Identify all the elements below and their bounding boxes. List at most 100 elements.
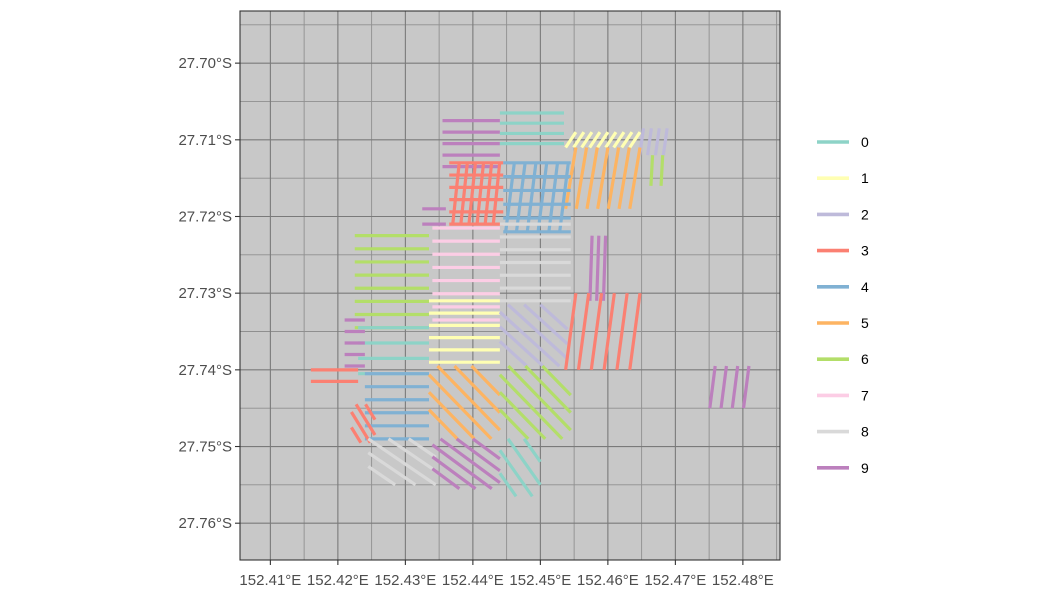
survey-track	[536, 162, 549, 233]
y-tick-label: 27.73°S	[178, 285, 232, 302]
track-group-4	[503, 161, 571, 234]
survey-track	[617, 147, 631, 210]
survey-track	[741, 365, 751, 409]
track-group-6	[649, 155, 665, 186]
survey-track	[580, 131, 594, 149]
legend-label: 2	[861, 206, 869, 222]
survey-track	[585, 147, 599, 210]
x-tick-label: 152.41°E	[239, 572, 301, 589]
legend-item: 4	[817, 279, 869, 295]
track-group-1	[429, 299, 500, 364]
survey-track	[498, 408, 530, 440]
survey-track	[588, 235, 594, 301]
survey-track	[453, 364, 502, 414]
survey-track	[470, 364, 502, 397]
y-tick-label: 27.71°S	[178, 132, 232, 149]
survey-track	[589, 292, 604, 371]
x-tick-label: 152.43°E	[374, 572, 436, 589]
survey-track	[612, 131, 626, 149]
survey-track	[451, 162, 461, 225]
track-group-3	[451, 162, 502, 225]
track-group-9	[422, 207, 446, 226]
survey-track	[498, 449, 534, 498]
survey-track	[576, 292, 591, 371]
track-group-3	[350, 403, 377, 444]
track-group-0	[499, 111, 564, 146]
legend-item: 2	[817, 206, 869, 222]
survey-track	[564, 131, 578, 149]
legend-label: 9	[861, 460, 869, 476]
survey-track	[387, 437, 437, 473]
y-tick-label: 27.75°S	[178, 439, 232, 456]
y-tick-label: 27.76°S	[178, 515, 232, 532]
survey-track	[431, 443, 493, 490]
survey-track	[574, 147, 589, 210]
x-tick-label: 152.42°E	[307, 572, 369, 589]
legend-label: 8	[861, 424, 869, 440]
x-tick-label: 152.48°E	[712, 572, 774, 589]
survey-track	[541, 364, 572, 397]
survey-track	[467, 162, 478, 225]
legend-item: 0	[817, 134, 869, 150]
track-group-8	[499, 222, 571, 303]
legend-label: 3	[861, 243, 869, 259]
survey-track	[367, 437, 437, 487]
survey-track	[628, 131, 642, 149]
track-group-0	[498, 437, 542, 498]
survey-track	[628, 292, 642, 371]
survey-tracks	[310, 111, 751, 498]
survey-track	[620, 131, 634, 149]
survey-track	[558, 162, 570, 233]
survey-track	[588, 131, 602, 149]
legend-item: 8	[817, 424, 869, 440]
survey-track	[539, 303, 569, 331]
legend-item: 9	[817, 460, 869, 476]
track-group-9	[708, 365, 751, 409]
survey-track	[523, 303, 569, 346]
survey-track	[547, 162, 560, 233]
y-tick-label: 27.74°S	[178, 362, 232, 379]
survey-track	[498, 373, 564, 440]
survey-track	[364, 403, 377, 421]
x-tick-label: 152.45°E	[509, 572, 571, 589]
track-group-4	[504, 162, 570, 233]
survey-track	[564, 292, 578, 371]
survey-track	[572, 131, 586, 149]
legend-item: 6	[817, 351, 869, 367]
survey-track	[367, 451, 417, 487]
track-group-9	[344, 318, 365, 368]
survey-track	[730, 365, 740, 409]
survey-track	[498, 472, 518, 498]
survey-track	[646, 128, 653, 156]
survey-track	[475, 162, 486, 225]
survey-track	[431, 455, 477, 490]
survey-track	[455, 437, 501, 473]
survey-track	[596, 131, 610, 149]
track-group-7	[432, 226, 500, 322]
survey-track	[653, 128, 661, 156]
survey-track	[350, 411, 372, 444]
track-group-2	[638, 128, 669, 156]
survey-track	[524, 364, 572, 414]
legend-item: 3	[817, 243, 869, 259]
legend-label: 4	[861, 279, 869, 295]
survey-track	[498, 310, 561, 368]
y-tick-label: 27.72°S	[178, 208, 232, 225]
survey-track	[431, 467, 461, 490]
survey-track	[719, 365, 729, 409]
survey-track	[525, 162, 538, 233]
survey-track	[436, 364, 502, 432]
survey-track	[471, 437, 501, 461]
survey-track	[522, 437, 542, 463]
track-group-1	[564, 131, 642, 149]
survey-track	[367, 465, 397, 487]
survey-track	[427, 391, 476, 440]
legend-label: 7	[861, 387, 869, 403]
survey-track	[649, 155, 655, 186]
legend-label: 6	[861, 351, 869, 367]
survey-track	[459, 162, 469, 225]
legend-item: 1	[817, 170, 869, 186]
x-axis: 152.41°E 152.42°E 152.43°E 152.44°E 152.45°E…	[239, 560, 774, 589]
survey-track	[354, 403, 377, 436]
